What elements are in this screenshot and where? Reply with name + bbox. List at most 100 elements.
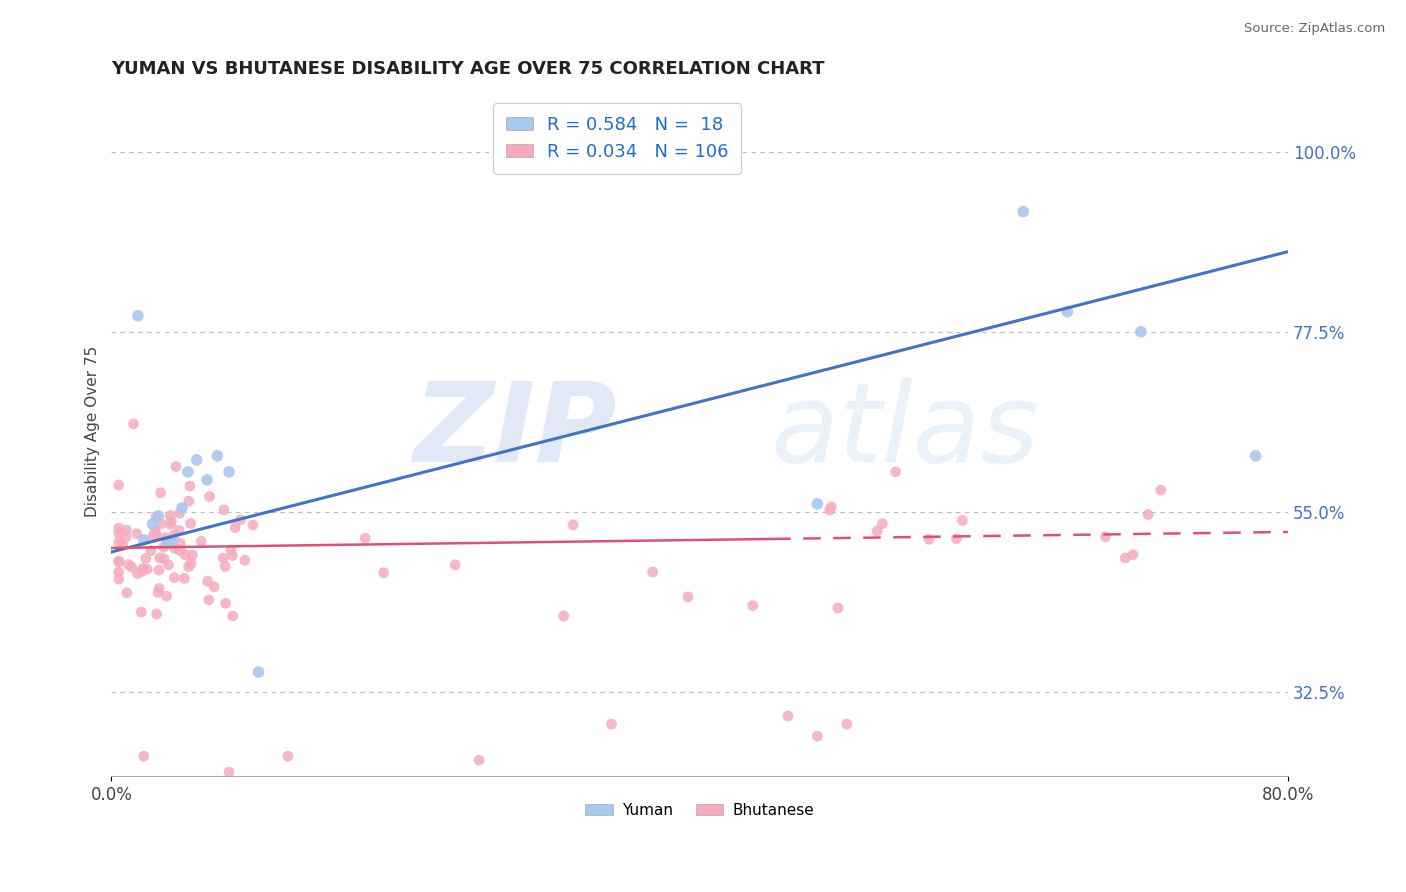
Point — [177, 494, 200, 508]
Point — [125, 526, 148, 541]
Point — [149, 550, 172, 565]
Point — [950, 514, 973, 528]
Text: ZIP: ZIP — [413, 378, 617, 485]
Point — [107, 526, 129, 541]
Point — [600, 717, 623, 731]
Point — [132, 533, 155, 547]
Point — [149, 485, 172, 500]
Point — [242, 518, 264, 533]
Point — [153, 551, 176, 566]
Point — [132, 561, 155, 575]
Point — [177, 559, 200, 574]
Point — [945, 532, 967, 546]
Point — [212, 551, 235, 566]
Point — [107, 521, 129, 535]
Point — [132, 749, 155, 764]
Point — [806, 497, 828, 511]
Point — [143, 524, 166, 538]
Point — [214, 559, 236, 574]
Point — [148, 582, 170, 596]
Point — [218, 465, 240, 479]
Point — [1150, 483, 1173, 497]
Point — [197, 574, 219, 589]
Point — [173, 571, 195, 585]
Point — [186, 453, 208, 467]
Point — [354, 531, 377, 545]
Point — [117, 558, 139, 572]
Text: Source: ZipAtlas.com: Source: ZipAtlas.com — [1244, 22, 1385, 36]
Point — [1094, 530, 1116, 544]
Point — [163, 571, 186, 585]
Point — [468, 753, 491, 767]
Point — [111, 538, 134, 552]
Point — [143, 527, 166, 541]
Point — [1122, 548, 1144, 562]
Point — [1056, 304, 1078, 318]
Point — [163, 541, 186, 556]
Point — [247, 665, 270, 679]
Point — [180, 557, 202, 571]
Point — [1114, 551, 1136, 566]
Point — [198, 593, 221, 607]
Point — [108, 555, 131, 569]
Legend: Yuman, Bhutanese: Yuman, Bhutanese — [579, 797, 820, 823]
Point — [676, 590, 699, 604]
Point — [107, 572, 129, 586]
Point — [180, 516, 202, 531]
Point — [1137, 508, 1160, 522]
Point — [444, 558, 467, 572]
Point — [181, 548, 204, 562]
Point — [107, 554, 129, 568]
Point — [157, 558, 180, 572]
Point — [152, 540, 174, 554]
Point — [155, 531, 177, 545]
Point — [170, 500, 193, 515]
Text: atlas: atlas — [770, 378, 1039, 485]
Point — [884, 465, 907, 479]
Point — [195, 473, 218, 487]
Point — [835, 717, 858, 731]
Point — [145, 607, 167, 621]
Point — [131, 564, 153, 578]
Point — [1012, 204, 1035, 219]
Point — [562, 517, 585, 532]
Point — [167, 524, 190, 538]
Point — [918, 533, 941, 547]
Point — [156, 537, 179, 551]
Point — [115, 530, 138, 544]
Point — [159, 508, 181, 523]
Point — [169, 536, 191, 550]
Point — [277, 749, 299, 764]
Point — [827, 601, 849, 615]
Point — [155, 589, 177, 603]
Point — [115, 586, 138, 600]
Point — [872, 516, 894, 531]
Point — [115, 523, 138, 537]
Point — [233, 553, 256, 567]
Point — [127, 566, 149, 581]
Point — [156, 533, 179, 548]
Point — [162, 533, 184, 547]
Point — [159, 517, 181, 532]
Point — [148, 563, 170, 577]
Point — [229, 513, 252, 527]
Point — [212, 503, 235, 517]
Point — [207, 449, 229, 463]
Point — [214, 596, 236, 610]
Point — [136, 562, 159, 576]
Point — [145, 509, 167, 524]
Point — [1244, 449, 1267, 463]
Point — [190, 534, 212, 549]
Point — [165, 459, 187, 474]
Point — [121, 560, 143, 574]
Point — [163, 528, 186, 542]
Point — [107, 566, 129, 580]
Point — [641, 565, 664, 579]
Point — [741, 599, 763, 613]
Y-axis label: Disability Age Over 75: Disability Age Over 75 — [86, 346, 100, 517]
Point — [866, 524, 889, 538]
Point — [218, 765, 240, 780]
Point — [145, 527, 167, 541]
Point — [221, 549, 243, 563]
Point — [776, 709, 799, 723]
